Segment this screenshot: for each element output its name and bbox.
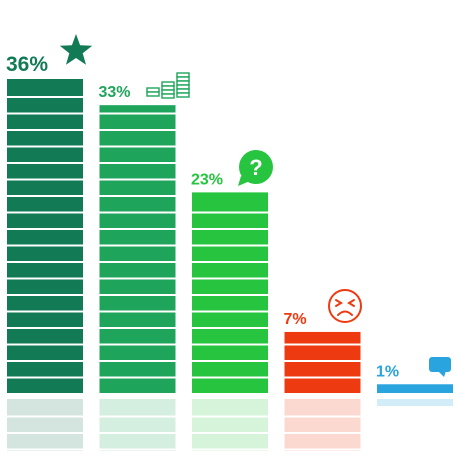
reflection-separator — [7, 432, 83, 434]
bar-separator — [7, 211, 83, 214]
bar-separator — [7, 360, 83, 362]
reflection-separator — [7, 448, 83, 451]
bar-reflection-5 — [377, 399, 453, 406]
bar-separator — [192, 211, 268, 214]
bar-separator — [7, 145, 83, 148]
bar-separator — [284, 360, 361, 362]
reflection-separator — [192, 415, 268, 418]
reflection-separator — [7, 415, 83, 418]
bar-separator — [7, 310, 83, 313]
data-label-4: 7% — [284, 311, 307, 328]
bar-separator — [99, 211, 176, 214]
bar-separator — [99, 178, 176, 181]
reflection-separator — [99, 448, 176, 451]
bar-reflection-3 — [192, 399, 268, 451]
bar-separator — [7, 327, 83, 329]
reflection-separator — [284, 432, 361, 434]
bar-1 — [7, 79, 83, 393]
bar-separator — [7, 178, 83, 181]
reflection-separator — [284, 415, 361, 418]
bar-separator — [99, 129, 176, 131]
bar-separator — [99, 310, 176, 313]
bar-4 — [284, 331, 361, 393]
bar-5 — [377, 384, 453, 393]
data-label-5: 1% — [376, 363, 399, 380]
bar-separator — [7, 277, 83, 280]
bar-3 — [192, 192, 268, 393]
bar-separator — [7, 129, 83, 131]
speech-bubble-icon — [429, 357, 451, 377]
bar-separator — [192, 327, 268, 329]
bar-reflection-1 — [7, 399, 83, 451]
bar-separator — [7, 261, 83, 263]
reflection-separator — [192, 448, 268, 451]
bar-separator — [7, 376, 83, 379]
data-label-3: 23% — [191, 171, 223, 188]
bar-separator — [192, 310, 268, 313]
money-stack-icon — [146, 72, 190, 99]
bar-separator — [99, 376, 176, 379]
bar-separator — [7, 162, 83, 164]
bar-separator — [99, 162, 176, 164]
reflection-separator — [99, 432, 176, 434]
bar-separator — [99, 228, 176, 230]
angry-face-icon — [328, 289, 362, 323]
data-label-2: 33% — [99, 84, 131, 101]
bar-separator — [99, 261, 176, 263]
bar-reflection-4 — [284, 399, 361, 451]
bar-separator — [7, 244, 83, 247]
bar-separator — [192, 294, 268, 296]
bar-separator — [7, 228, 83, 230]
reflection-separator — [284, 448, 361, 451]
data-label-1: 36% — [6, 53, 48, 76]
reflection-separator — [99, 415, 176, 418]
bar-separator — [192, 277, 268, 280]
bar-separator — [99, 343, 176, 346]
bar-separator — [7, 96, 83, 98]
bar-separator — [7, 112, 83, 115]
bar-separator — [192, 228, 268, 230]
bar-separator — [192, 244, 268, 247]
svg-text:?: ? — [249, 155, 262, 180]
reflection-separator — [192, 432, 268, 434]
bar-separator — [99, 277, 176, 280]
bar-separator — [192, 343, 268, 346]
bar-separator — [7, 343, 83, 346]
bar-separator — [99, 195, 176, 197]
bar-separator — [284, 343, 361, 346]
bar-separator — [7, 294, 83, 296]
bar-separator — [99, 244, 176, 247]
bar-separator — [192, 261, 268, 263]
bar-separator — [99, 112, 176, 115]
star-icon — [59, 34, 93, 65]
bar-separator — [192, 360, 268, 362]
bar-2 — [99, 105, 176, 394]
bar-separator — [284, 376, 361, 379]
bar-separator — [7, 195, 83, 197]
bar-reflection-2 — [99, 399, 176, 451]
bar-separator — [99, 360, 176, 362]
bar-separator — [99, 327, 176, 329]
question-bubble-icon: ? — [238, 150, 273, 186]
bar-separator — [192, 376, 268, 379]
bar-separator — [99, 294, 176, 296]
bar-separator — [99, 145, 176, 148]
